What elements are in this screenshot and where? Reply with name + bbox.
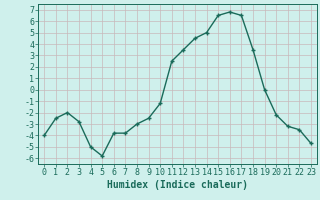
X-axis label: Humidex (Indice chaleur): Humidex (Indice chaleur) <box>107 180 248 190</box>
